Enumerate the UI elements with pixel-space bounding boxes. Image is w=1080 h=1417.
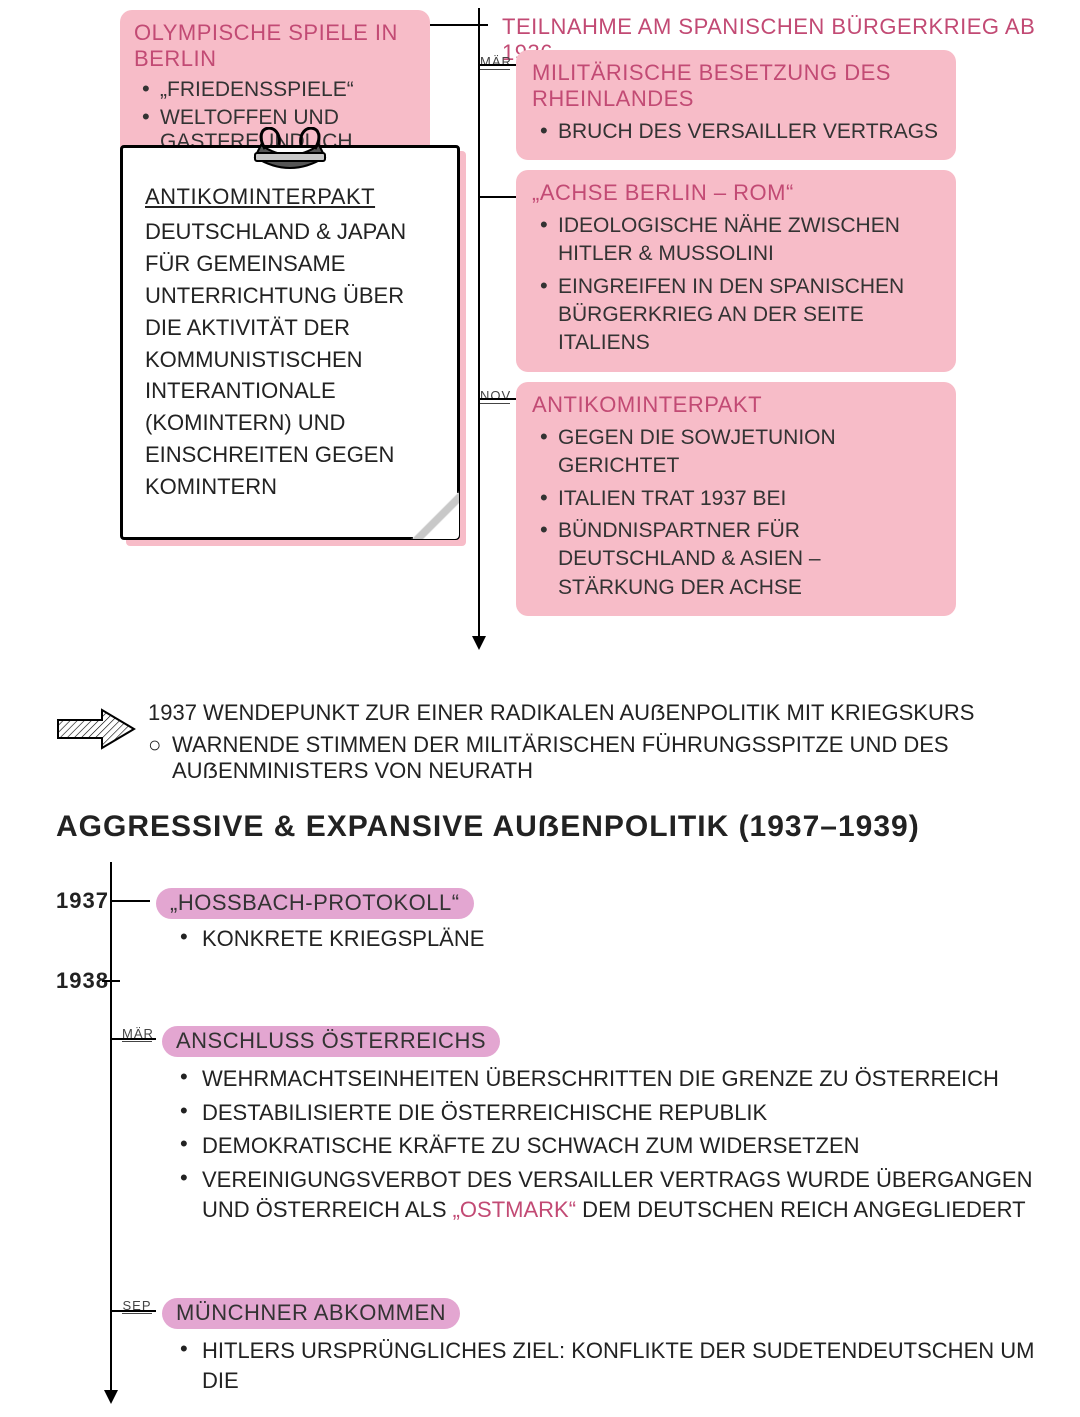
year-1937: 1937 [56, 888, 104, 914]
section-heading: AGGRESSIVE & EXPANSIVE AUẞENPOLITIK (193… [56, 810, 920, 844]
list-item: VEREINIGUNGSVERBOT DES VERSAILLER VERTRA… [174, 1163, 1054, 1226]
month-label: MÄR [480, 54, 510, 70]
tick [478, 398, 516, 400]
tick [110, 1310, 156, 1312]
notepad: ANTIKOMINTERPAKT DEUTSCHLAND & JAPAN FÜR… [120, 145, 460, 540]
year-1938: 1938 [56, 968, 104, 994]
tick [110, 900, 150, 902]
list-item: DEMOKRATISCHE KRÄFTE ZU SCHWACH ZUM WIDE… [174, 1129, 1054, 1163]
list-item: BRUCH DES VERSAILLER VERTRAGS [532, 116, 940, 148]
notepad-body: DEUTSCHLAND & JAPAN FÜR GEMEINSAME UNTER… [145, 216, 435, 503]
list-item: DESTABILISIERTE DIE ÖSTERREICHISCHE REPU… [174, 1096, 1054, 1130]
list-item: ITALIEN TRAT 1937 BEI [532, 483, 940, 515]
mid-line2: WARNENDE STIMMEN DER MILITÄRISCHEN FÜHRU… [148, 732, 1048, 784]
antikomintern-box: ANTIKOMINTERPAKT GEGEN DIE SOWJETUNION G… [516, 382, 956, 616]
lower-axis [110, 862, 112, 1402]
olympics-title: OLYMPISCHE SPIELE IN BERLIN [134, 20, 416, 72]
box-title: ANTIKOMINTERPAKT [532, 392, 940, 418]
list-item: GEGEN DIE SOWJETUNION GERICHTET [532, 422, 940, 483]
list-item: „FRIEDENSSPIELE“ [134, 76, 416, 104]
upper-section: OLYMPISCHE SPIELE IN BERLIN „FRIEDENSSPI… [0, 0, 1080, 700]
upper-timeline-axis [478, 8, 480, 648]
list-item: EINGREIFEN IN DEN SPANISCHEN BÜRGERKRIEG… [532, 271, 940, 360]
anschluss-pill: ANSCHLUSS ÖSTERREICHS [162, 1026, 500, 1057]
list-item: WEHRMACHTSEINHEITEN ÜBERSCHRITTEN DIE GR… [174, 1062, 1054, 1096]
list-item: BÜNDNISPARTNER FÜR DEUTSCHLAND & ASIEN –… [532, 515, 940, 604]
rheinland-box: MILITÄRISCHE BESETZUNG DES RHEINLANDES B… [516, 50, 956, 160]
list-item: IDEOLOGISCHE NÄHE ZWISCHEN HITLER & MUSS… [532, 210, 940, 271]
notepad-title: ANTIKOMINTERPAKT [145, 184, 435, 210]
arrow-right-icon [56, 706, 136, 752]
list-item: HITLERS URSPRÜNGLICHES ZIEL: KONFLIKTE D… [174, 1334, 1054, 1397]
tick [110, 1038, 156, 1040]
tick [478, 196, 516, 198]
tick [102, 980, 120, 982]
binder-clip-icon [235, 127, 345, 179]
hossbach-pill: „HOSSBACH-PROTOKOLL“ [156, 888, 474, 919]
text: DEM DEUTSCHEN REICH ANGEGLIEDERT [576, 1197, 1025, 1222]
munich-pill: MÜNCHNER ABKOMMEN [162, 1298, 460, 1329]
month-label: NOV [480, 388, 510, 404]
achse-box: „ACHSE BERLIN – ROM“ IDEOLOGISCHE NÄHE Z… [516, 170, 956, 372]
tick [470, 24, 488, 26]
mid-line1: 1937 WENDEPUNKT ZUR EINER RADIKALEN AUẞE… [148, 700, 1048, 726]
box-title: MILITÄRISCHE BESETZUNG DES RHEINLANDES [532, 60, 940, 112]
ostmark-highlight: „OSTMARK“ [453, 1197, 576, 1222]
tick [478, 64, 516, 66]
list-item: KONKRETE KRIEGSPLÄNE [174, 922, 1054, 956]
lower-timeline: 1937 „HOSSBACH-PROTOKOLL“ KONKRETE KRIEG… [56, 850, 1056, 1410]
box-title: „ACHSE BERLIN – ROM“ [532, 180, 940, 206]
